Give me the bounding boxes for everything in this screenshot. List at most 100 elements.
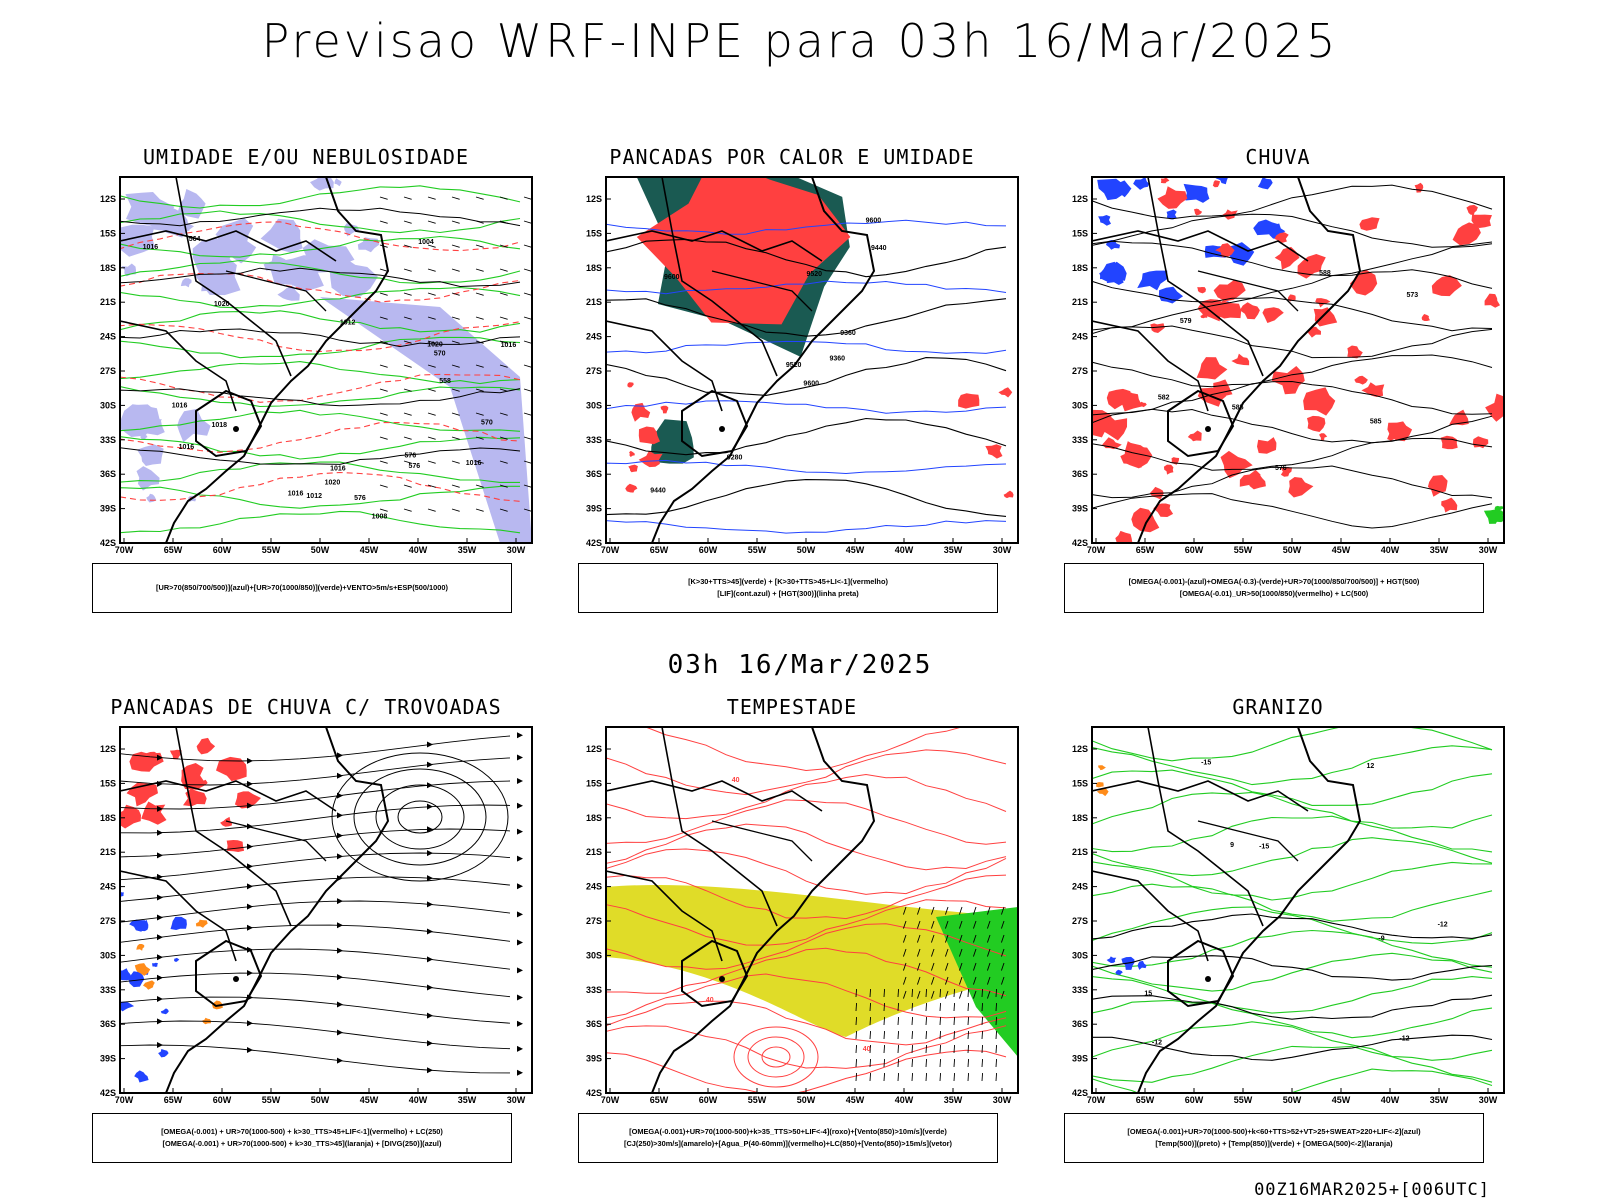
temp-500-contour [1092,1034,1493,1061]
contour-label: 1016 [501,342,517,349]
humidity-1000-850-contour [120,185,521,209]
pressure-contour [120,447,521,465]
wind-vector [911,988,914,998]
uruguay-border [1167,939,1235,1008]
wind-vector [451,268,460,272]
omega-area [1158,286,1184,304]
temp-850-contour [1092,727,1493,762]
wind-vector [403,316,412,320]
streamline-arrow [157,914,163,921]
humidity-1000-850-contour [120,259,521,284]
wind-vector [958,948,963,957]
hgt-500-contour [1092,465,1493,499]
wind-vector [451,508,460,512]
pressure-contour [120,328,521,348]
lake-mark [1205,426,1211,432]
lat-label: 33S [586,435,602,445]
state-border [1147,727,1264,927]
contour-label: 1018 [211,422,227,429]
thunder-orange-area [195,919,208,928]
state-border [711,270,813,312]
wind-vector [958,990,963,999]
wind-vector [499,508,508,512]
wind-vector [403,388,412,392]
panel-title: TEMPESTADE [726,695,858,719]
lon-label: 55W [748,1095,767,1105]
omega-area [1166,209,1177,220]
contour-label: 579 [1180,318,1192,325]
divergence-area [158,1049,169,1058]
temp-850-contour [1092,1068,1493,1093]
lon-label: 35W [944,1095,963,1105]
streamline-arrow [157,974,163,981]
streamline-arrow [517,883,523,890]
humidity-1000-850-contour [120,409,521,432]
lon-label: 35W [1430,1095,1449,1105]
pressure-contour [120,388,521,407]
contour-label: 15 [1144,991,1152,998]
wind-vector [953,1072,956,1082]
state-border [661,727,778,927]
lat-label: 39S [586,504,602,514]
legend-line-1: [OMEGA(-0.001)-(azul)+OMEGA(-0.3)-(verde… [1128,577,1420,586]
streamline-arrow [337,853,343,860]
lake-mark [719,976,725,982]
lat-label: 27S [1072,366,1088,376]
wind-vector [930,990,935,999]
humidity-850-700-500-area [140,414,165,436]
lifted-index-contour [606,400,1007,414]
state-border [661,177,778,377]
lon-label: 60W [1185,545,1204,555]
contour-label: 9520 [806,271,822,278]
lat-label: 18S [1072,813,1088,823]
wind-vector [523,364,532,368]
lat-label: 24S [100,882,116,892]
temp-850-contour [1092,791,1493,829]
rain-area [1187,430,1202,442]
lat-label: 24S [586,332,602,342]
contour-label: -12 [1152,1040,1162,1047]
streamline-arrow [157,894,163,901]
wind-vector [499,196,508,200]
lon-label: 35W [944,545,963,555]
legend-line-2: [CJ(250)>30m/s](amarelo)+[Agua_P(40-60mm… [624,1139,952,1148]
lat-label: 21S [1072,297,1088,307]
lat-label: 21S [100,297,116,307]
wind-vector [883,1072,886,1082]
coastline [1137,177,1362,543]
state-border [175,177,292,377]
wind-vector [869,1016,872,1026]
uruguay-border [681,389,749,458]
wind-vector [939,1058,942,1068]
wind-vector [1000,920,1005,929]
wind-vector [883,1030,886,1040]
rain-area [1239,302,1260,320]
wind-vector [403,364,412,368]
lon-label: 40W [409,1095,428,1105]
omega-area [1137,270,1168,291]
wind-vector [916,920,921,929]
lat-label: 33S [100,985,116,995]
lat-label: 36S [100,469,116,479]
wind-vector [855,1058,858,1068]
wind-vector [925,1044,928,1054]
rain-area [1485,393,1504,422]
lat-label: 39S [100,504,116,514]
wind-vector [939,1044,942,1054]
streamline-arrow [247,883,253,890]
lon-label: 55W [748,545,767,555]
legend-line-1: [OMEGA(-0.001)+UR>70(1000-500)+k>35_TTS>… [629,1127,947,1136]
streamline-arrow [517,1045,523,1052]
contour-label: 1016 [330,465,346,472]
streamline-arrow [337,974,343,981]
hgt-500-contour [1092,325,1493,359]
lc-850-contour [606,1000,1007,1046]
streamline-arrow [427,850,433,857]
map-layers: 40 40 40 [606,727,1018,1093]
wind-vector [403,220,412,224]
wind-vector [403,268,412,272]
rain-area [1212,180,1220,188]
thickness-contour [120,471,521,502]
